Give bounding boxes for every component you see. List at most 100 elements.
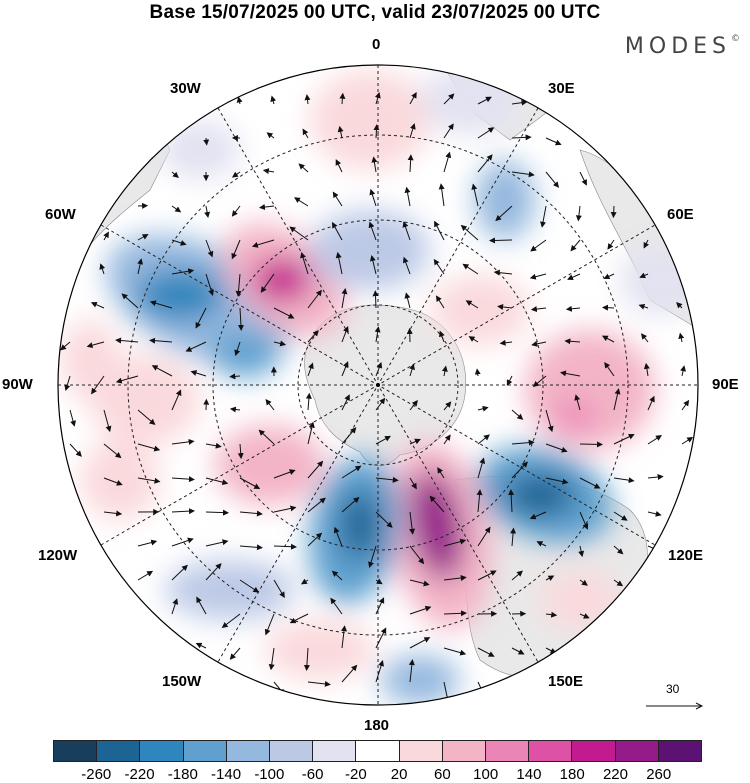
wind-arrow <box>565 305 581 312</box>
wind-arrow <box>273 340 287 347</box>
wind-arrow <box>508 489 515 513</box>
wind-arrow <box>205 273 214 296</box>
wind-arrow <box>409 92 417 105</box>
wind-arrow <box>307 497 326 513</box>
wind-arrow <box>477 96 492 105</box>
lon-label-120e: 120E <box>668 547 704 564</box>
wind-arrow <box>638 303 649 310</box>
colorbar-swatch <box>572 741 616 761</box>
wind-arrow <box>493 269 513 276</box>
wind-arrow <box>681 436 694 445</box>
wind-arrow <box>462 263 479 275</box>
colorbar-tick-labels: -260 -220 -180 -140 -100 -60 -20 20 60 100 140 180 2… <box>53 766 702 783</box>
wind-arrow <box>231 239 241 260</box>
wind-arrow <box>409 438 421 445</box>
wind-arrow <box>530 306 547 313</box>
wind-arrow <box>305 392 312 411</box>
wind-arrow <box>103 510 123 517</box>
wind-arrow <box>171 171 179 178</box>
wind-arrow <box>335 159 343 173</box>
wind-arrow <box>443 647 467 656</box>
wind-arrow <box>477 127 495 139</box>
wind-arrow <box>374 326 381 343</box>
colorbar-tick-label: -140 <box>211 766 242 783</box>
wind-arrow <box>375 397 386 411</box>
wind-arrow <box>332 191 343 207</box>
lon-label-60w: 60W <box>45 206 76 223</box>
wind-arrow <box>465 300 479 309</box>
wind-arrow <box>268 647 275 671</box>
wind-arrow <box>443 575 467 581</box>
wind-arrow <box>171 598 179 615</box>
wind-arrow <box>409 477 417 490</box>
colorbar-tick-label: 260 <box>646 766 672 783</box>
wind-arrow <box>205 509 229 516</box>
wind-arrow <box>185 341 207 352</box>
wind-arrow <box>409 605 432 615</box>
wind-arrow <box>195 307 207 329</box>
wind-arrow <box>680 365 686 377</box>
wind-arrow <box>564 338 581 345</box>
wind-arrow <box>375 476 399 483</box>
wind-arrow <box>307 289 322 309</box>
colorbar-swatch <box>356 741 400 761</box>
wind-arrow <box>678 332 685 343</box>
wind-arrow <box>231 171 241 178</box>
wind-arrow <box>237 307 244 331</box>
wind-arrow <box>601 335 615 343</box>
wind-arrow <box>409 123 416 139</box>
wind-arrow <box>369 255 377 275</box>
wind-arrow <box>578 545 585 558</box>
wind-vectors <box>60 92 694 705</box>
wind-arrow <box>506 375 513 386</box>
wind-arrow <box>270 95 277 105</box>
wind-arrow <box>273 307 295 319</box>
wind-arrow <box>408 659 415 683</box>
colorbar-tick-label: -100 <box>254 766 285 783</box>
colorbar-tick-label: 180 <box>559 766 585 783</box>
wind-arrow <box>545 443 568 453</box>
wind-arrow <box>613 579 624 587</box>
wind-arrow <box>471 183 479 207</box>
wind-arrow <box>511 570 523 581</box>
wind-arrow <box>302 128 309 139</box>
wind-arrow <box>647 474 664 480</box>
wind-arrow <box>331 570 343 581</box>
wind-arrow <box>435 295 445 309</box>
wind-arrow <box>341 664 358 683</box>
wind-arrow <box>259 204 275 211</box>
wind-arrow <box>371 156 378 173</box>
wind-arrow <box>476 489 483 513</box>
wind-arrow <box>429 495 445 513</box>
lon-label-180: 180 <box>364 717 390 734</box>
wind-arrow <box>204 205 211 218</box>
wind-arrow <box>531 340 547 347</box>
wind-arrow <box>409 545 425 565</box>
wind-arrow <box>575 205 582 222</box>
wind-arrow <box>229 406 241 413</box>
wind-arrow <box>499 339 513 346</box>
wind-arrow <box>375 597 385 615</box>
wind-arrow <box>369 188 377 207</box>
wind-arrow <box>443 123 454 139</box>
colorbar-swatch <box>270 741 314 761</box>
wind-arrow <box>375 578 383 585</box>
wind-arrow <box>137 409 156 425</box>
wind-arrow <box>171 508 195 515</box>
wind-arrow <box>545 171 560 188</box>
wind-arrow <box>115 337 139 344</box>
wind-arrow <box>409 511 416 535</box>
wind-arrow <box>439 330 445 343</box>
wind-arrow <box>567 273 581 281</box>
wind-arrow <box>510 527 517 547</box>
colorbar-swatch <box>399 741 443 761</box>
wind-arrow <box>372 290 379 309</box>
wind-arrow <box>337 125 344 139</box>
wind-arrow <box>221 613 241 629</box>
wind-arrow <box>205 442 222 449</box>
colorbar-swatch <box>313 741 357 761</box>
wind-arrow <box>69 409 76 427</box>
wind-arrow <box>137 443 161 452</box>
wind-arrow <box>545 611 558 618</box>
wind-arrow <box>264 613 275 636</box>
